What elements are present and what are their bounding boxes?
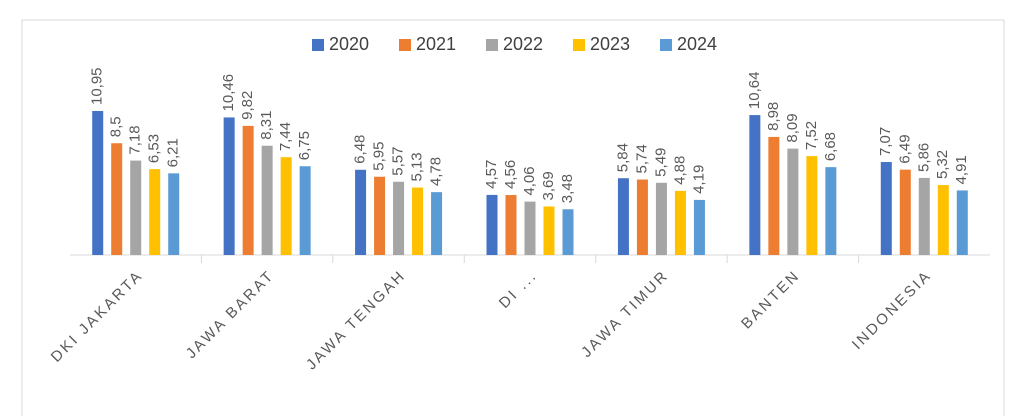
data-label: 5,13 [409,152,426,181]
bar [111,143,123,255]
legend-swatch [660,39,672,51]
data-label: 5,84 [614,143,631,172]
bar [749,115,761,255]
bar [655,182,667,255]
legend-label: 2022 [503,34,543,54]
data-label: 5,74 [633,144,650,173]
bar [899,169,911,255]
legend-label: 2021 [416,34,456,54]
data-label: 7,44 [277,122,294,151]
data-label: 6,48 [352,135,369,164]
data-label: 7,07 [877,127,894,156]
data-label: 10,64 [746,72,763,110]
data-label: 5,49 [652,148,669,177]
bar [393,181,405,255]
bar [242,125,254,255]
bar [617,178,629,255]
data-label: 5,86 [915,143,932,172]
legend-label: 2023 [590,34,630,54]
bar [261,145,273,255]
bar [768,136,780,255]
bar [486,194,498,255]
bar [806,156,818,255]
data-label: 3,69 [540,171,557,200]
bar [524,201,536,255]
bar [130,160,142,255]
data-label: 4,91 [953,155,970,184]
bar [543,206,555,255]
data-label: 6,75 [296,131,313,160]
bar [562,209,574,255]
data-label: 6,68 [822,132,839,161]
bar [937,185,949,255]
bar [374,176,386,255]
data-label: 6,53 [146,134,163,163]
bar [636,179,648,255]
data-label: 8,09 [784,113,801,142]
data-label: 4,57 [483,160,500,189]
data-label: 10,95 [89,67,106,105]
bar [412,187,424,255]
bar [674,190,686,255]
legend-label: 2024 [677,34,717,54]
bar [825,167,837,255]
data-label: 4,88 [671,156,688,185]
bar [787,148,799,255]
data-label: 4,56 [502,160,519,189]
data-label: 7,18 [127,125,144,154]
bar [956,190,968,255]
data-label: 4,78 [428,157,445,186]
data-label: 6,21 [165,138,182,167]
bar [168,173,180,255]
data-label: 6,49 [896,134,913,163]
data-label: 8,98 [765,102,782,131]
data-label: 5,57 [390,147,407,176]
data-label: 8,31 [258,111,275,140]
data-label: 5,95 [371,142,388,171]
bar [149,169,161,255]
bar [693,199,705,255]
bar [299,166,311,255]
legend-swatch [486,39,498,51]
legend-swatch [312,39,324,51]
legend-swatch [399,39,411,51]
bar [355,169,367,255]
bar [280,157,292,255]
data-label: 10,46 [220,74,237,112]
legend-label: 2020 [329,34,369,54]
data-label: 4,06 [521,166,538,195]
data-label: 7,52 [803,121,820,150]
data-label: 8,5 [108,116,125,137]
data-label: 5,32 [934,150,951,179]
legend-swatch [573,39,585,51]
bar [223,117,235,256]
bar [918,177,930,255]
data-label: 4,19 [690,165,707,194]
data-label: 9,82 [239,91,256,120]
data-label: 3,48 [559,174,576,203]
bar [92,111,104,255]
bar [880,162,892,255]
bar [431,192,443,255]
bar [505,195,517,255]
